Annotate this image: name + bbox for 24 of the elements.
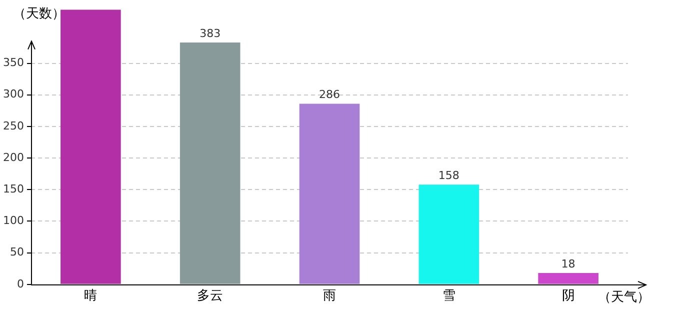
data-label: 158: [438, 168, 460, 182]
x-axis-title: （天气）: [598, 290, 650, 305]
bar: [418, 184, 480, 284]
y-tick-label: 200: [2, 150, 24, 164]
data-label: 18: [561, 257, 576, 270]
x-tick-label: 雪: [442, 288, 456, 304]
y-tick-label: 150: [2, 182, 24, 196]
x-tick-label: 多云: [197, 288, 224, 304]
y-axis-title: （天数）: [12, 6, 65, 22]
data-label: 286: [319, 88, 340, 102]
x-tick-label: 晴: [84, 288, 98, 304]
bar: [538, 273, 598, 284]
y-tick-label: 0: [16, 277, 24, 290]
x-tick-label: 雨: [323, 288, 336, 304]
bar: [60, 10, 121, 284]
y-tick-label: 250: [2, 119, 24, 132]
bar: [299, 104, 360, 284]
y-tick-label: 50: [10, 246, 24, 259]
y-tick-label: 350: [2, 56, 24, 70]
x-tick-label: 阴: [562, 288, 575, 304]
y-tick-label: 300: [2, 88, 24, 101]
data-label: 383: [200, 26, 221, 40]
bar: [180, 42, 240, 284]
y-tick-label: 100: [2, 214, 24, 228]
